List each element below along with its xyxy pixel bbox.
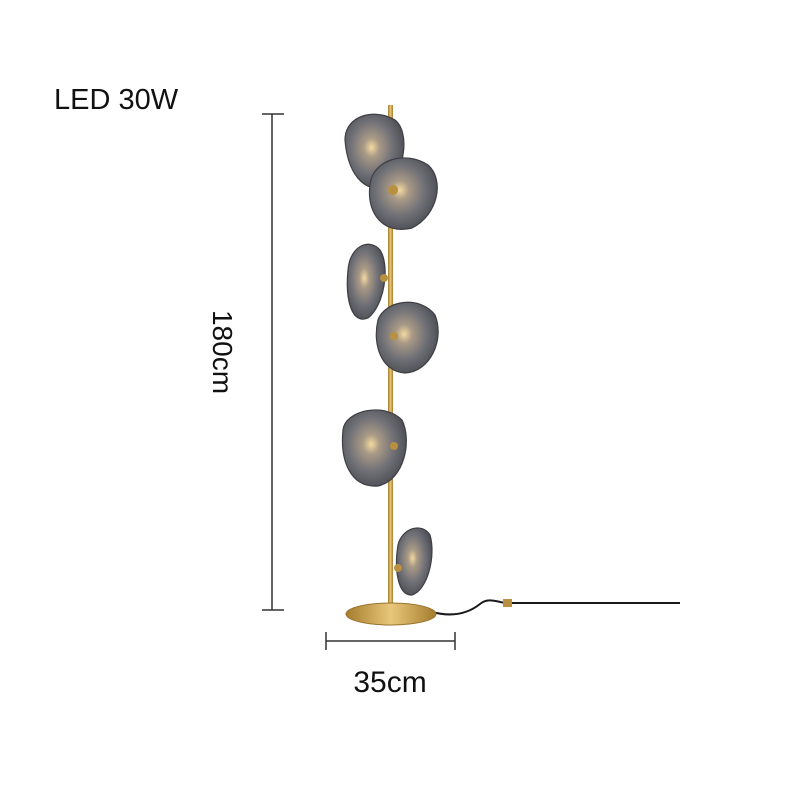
shade-6	[395, 527, 433, 596]
shade-4	[375, 301, 439, 374]
shade-3	[346, 243, 386, 320]
glass-shades	[341, 113, 439, 596]
lamp-base	[345, 602, 437, 626]
width-dimension-line	[325, 632, 456, 650]
shade-5	[341, 409, 407, 487]
power-label: LED 30W	[54, 84, 179, 116]
width-label: 35cm	[353, 666, 427, 699]
cord-switch	[503, 599, 512, 607]
height-dimension-line	[262, 113, 284, 611]
shade-2	[368, 157, 438, 230]
height-label: 180cm	[207, 309, 238, 395]
power-cord	[431, 599, 680, 616]
